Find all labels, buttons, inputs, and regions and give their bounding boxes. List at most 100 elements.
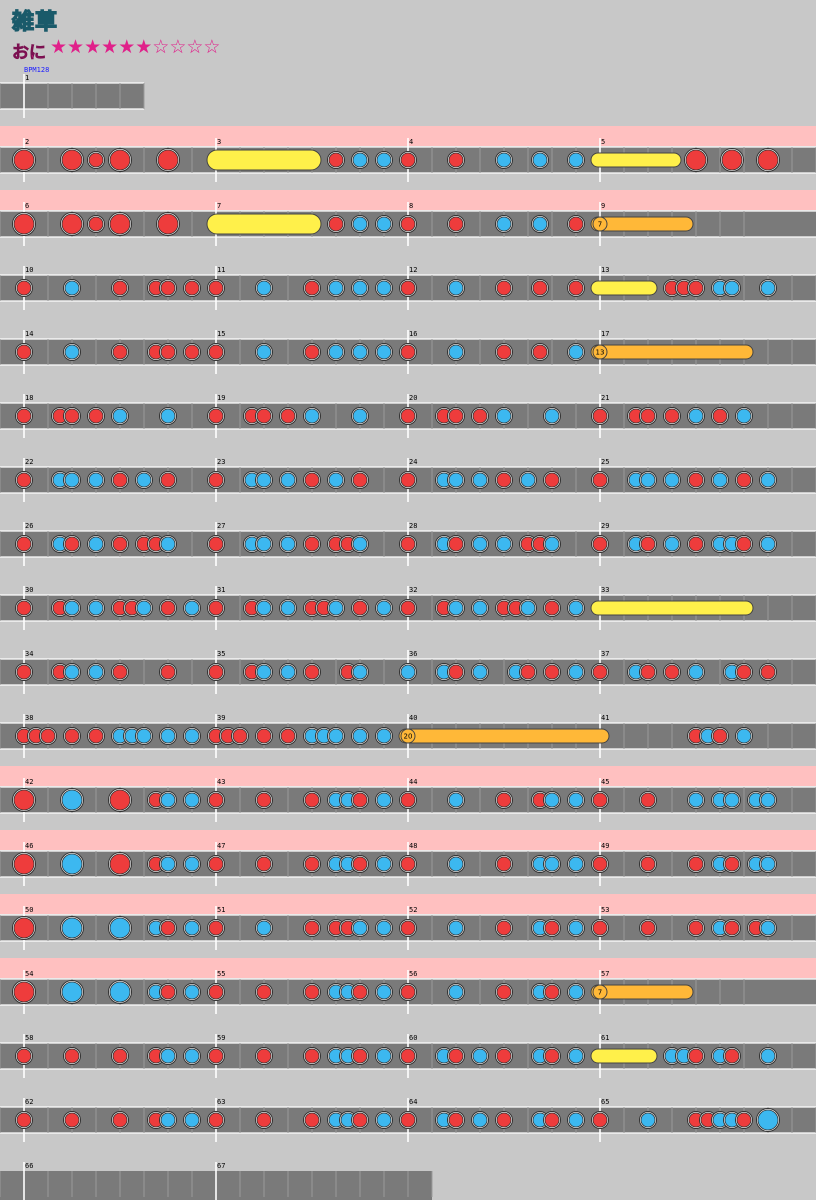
don-note bbox=[592, 664, 608, 680]
balloon-head bbox=[592, 344, 608, 360]
don-note bbox=[328, 152, 344, 168]
don-note bbox=[208, 920, 224, 936]
don-note bbox=[208, 664, 224, 680]
don-note bbox=[160, 984, 176, 1000]
don-note bbox=[160, 280, 176, 296]
ka-note bbox=[184, 728, 200, 744]
don-note bbox=[64, 1112, 80, 1128]
don-note bbox=[724, 920, 740, 936]
don-note bbox=[688, 280, 704, 296]
measure-number: 14 bbox=[25, 330, 33, 338]
don-note bbox=[640, 856, 656, 872]
ka-note bbox=[568, 792, 584, 808]
measure-number: 31 bbox=[217, 586, 225, 594]
ka-note bbox=[109, 981, 131, 1003]
don-note bbox=[208, 1112, 224, 1128]
ka-note bbox=[448, 472, 464, 488]
ka-note bbox=[736, 728, 752, 744]
don-note bbox=[760, 664, 776, 680]
don-note bbox=[592, 1112, 608, 1128]
ka-note bbox=[256, 344, 272, 360]
star-empty-icon: ☆ bbox=[169, 36, 187, 58]
balloon-head bbox=[592, 216, 608, 232]
ka-note bbox=[544, 856, 560, 872]
don-note bbox=[16, 536, 32, 552]
don-note bbox=[304, 344, 320, 360]
measure-number: 18 bbox=[25, 394, 33, 402]
measure-number: 62 bbox=[25, 1098, 33, 1106]
don-note bbox=[721, 149, 743, 171]
measure-number: 28 bbox=[409, 522, 417, 530]
measure-number: 49 bbox=[601, 842, 609, 850]
ka-note bbox=[160, 536, 176, 552]
ka-note bbox=[448, 344, 464, 360]
ka-note bbox=[160, 792, 176, 808]
don-note bbox=[184, 280, 200, 296]
ka-note bbox=[376, 280, 392, 296]
ka-note bbox=[760, 472, 776, 488]
measure-number: 17 bbox=[601, 330, 609, 338]
ka-note bbox=[328, 600, 344, 616]
balloon-count: 20 bbox=[404, 733, 413, 741]
don-note bbox=[496, 344, 512, 360]
ka-note bbox=[520, 600, 536, 616]
star-filled-icon: ★ bbox=[101, 36, 119, 58]
measure-number: 11 bbox=[217, 266, 225, 274]
ka-note bbox=[472, 664, 488, 680]
song-title: 雑草 bbox=[11, 9, 59, 35]
drumroll bbox=[590, 152, 682, 168]
ka-note bbox=[280, 536, 296, 552]
ka-note bbox=[496, 536, 512, 552]
measure-number: 16 bbox=[409, 330, 417, 338]
measure-number: 41 bbox=[601, 714, 609, 722]
ka-note bbox=[64, 472, 80, 488]
don-note bbox=[61, 149, 83, 171]
don-note bbox=[64, 728, 80, 744]
measure-number: 12 bbox=[409, 266, 417, 274]
measure-number: 56 bbox=[409, 970, 417, 978]
ka-note bbox=[280, 600, 296, 616]
ka-note bbox=[256, 472, 272, 488]
star-filled-icon: ★ bbox=[50, 36, 68, 58]
measure-number: 32 bbox=[409, 586, 417, 594]
don-note bbox=[13, 213, 35, 235]
measure-number: 22 bbox=[25, 458, 33, 466]
ka-note bbox=[64, 344, 80, 360]
don-note bbox=[712, 728, 728, 744]
measure-number: 26 bbox=[25, 522, 33, 530]
don-note bbox=[208, 984, 224, 1000]
drumroll bbox=[590, 1048, 658, 1064]
measure-number: 46 bbox=[25, 842, 33, 850]
don-note bbox=[496, 856, 512, 872]
don-note bbox=[472, 408, 488, 424]
ka-note bbox=[352, 152, 368, 168]
don-note bbox=[280, 728, 296, 744]
don-note bbox=[544, 1112, 560, 1128]
balloon bbox=[590, 344, 754, 360]
don-note bbox=[256, 856, 272, 872]
don-note bbox=[112, 344, 128, 360]
ka-note bbox=[352, 408, 368, 424]
measure-number: 50 bbox=[25, 906, 33, 914]
measure-number: 36 bbox=[409, 650, 417, 658]
don-note bbox=[592, 792, 608, 808]
ka-note bbox=[472, 1048, 488, 1064]
don-note bbox=[640, 792, 656, 808]
ka-note bbox=[376, 728, 392, 744]
ka-note bbox=[256, 536, 272, 552]
don-note bbox=[304, 856, 320, 872]
measure-number: 15 bbox=[217, 330, 225, 338]
don-note bbox=[112, 536, 128, 552]
ka-note bbox=[664, 472, 680, 488]
don-note bbox=[112, 472, 128, 488]
don-note bbox=[640, 920, 656, 936]
measure-number: 43 bbox=[217, 778, 225, 786]
measure-number: 27 bbox=[217, 522, 225, 530]
ka-note bbox=[328, 280, 344, 296]
balloon-count: 13 bbox=[596, 349, 605, 357]
don-note bbox=[13, 917, 35, 939]
ka-note bbox=[160, 1048, 176, 1064]
don-note bbox=[157, 149, 179, 171]
ka-note bbox=[136, 728, 152, 744]
star-filled-icon: ★ bbox=[84, 36, 102, 58]
